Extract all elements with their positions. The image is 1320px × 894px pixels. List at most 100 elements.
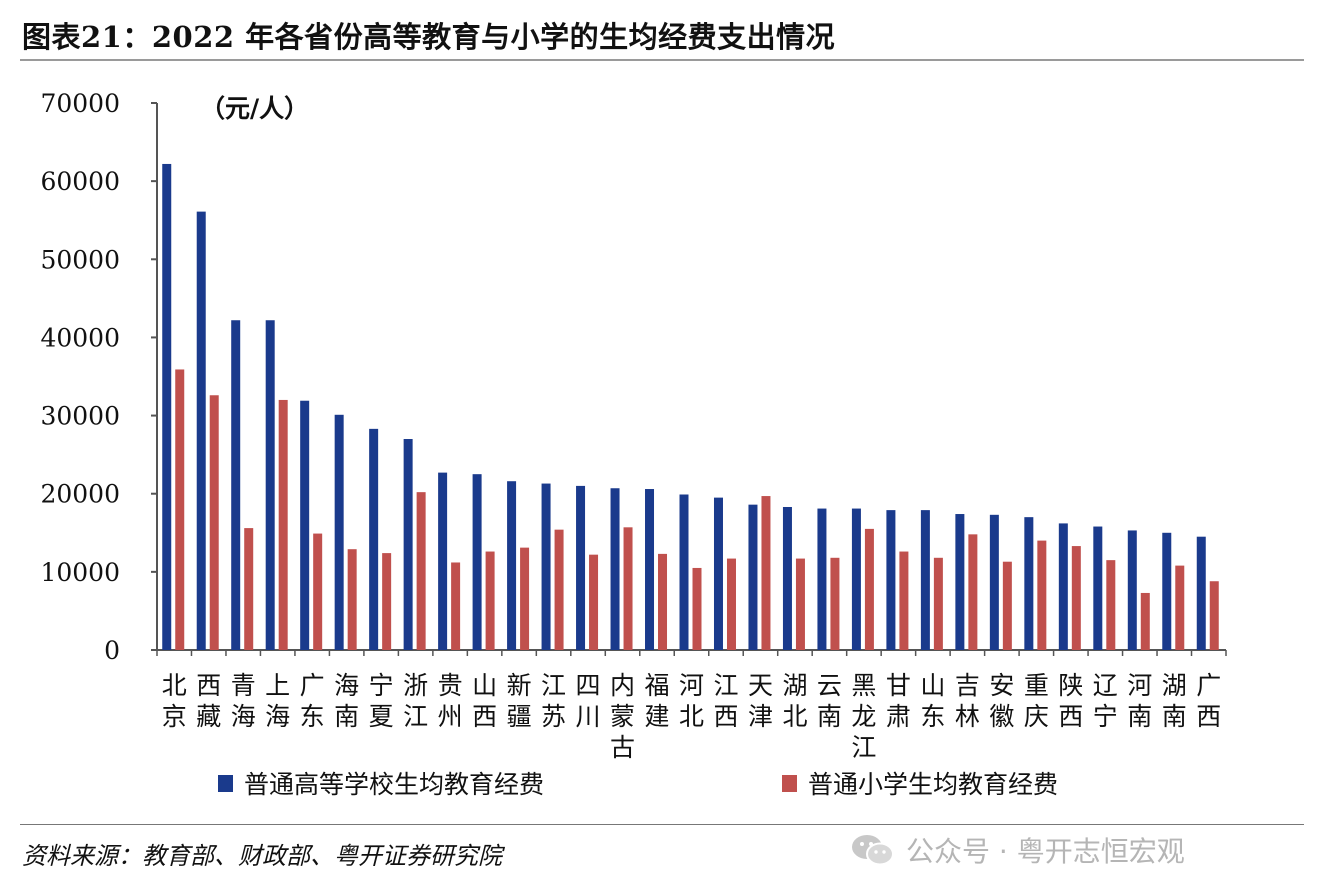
x-category-label: 山西: [472, 671, 497, 731]
bar-series1: [265, 320, 275, 650]
x-category-label: 海南: [334, 671, 359, 731]
source-note: 资料来源：教育部、财政部、粤开证券研究院: [22, 842, 502, 870]
x-category-label: 黑龙江: [851, 671, 876, 762]
bar-series2: [1106, 560, 1116, 650]
x-category-label: 上海: [265, 671, 290, 731]
bar-series1: [920, 510, 930, 650]
bar-series2: [830, 557, 840, 650]
x-category-label: 内蒙古: [610, 671, 635, 762]
y-tick-label: 70000: [40, 89, 120, 118]
bar-series1: [403, 439, 413, 650]
bar-series2: [1037, 540, 1047, 650]
bar-series1: [507, 481, 517, 650]
bar-series2: [209, 395, 219, 650]
x-category-label: 江西: [713, 671, 738, 731]
bar-series2: [278, 399, 288, 650]
bar-series2: [761, 496, 771, 650]
bar-series2: [382, 553, 392, 650]
x-category-label: 重庆: [1024, 671, 1049, 731]
bar-series2: [347, 549, 357, 650]
bar-series2: [795, 558, 805, 650]
x-category-label: 云南: [817, 671, 842, 731]
x-category-label: 贵州: [438, 671, 463, 731]
bar-series1: [1127, 530, 1137, 650]
x-category-label: 北京: [162, 671, 187, 731]
bar-series1: [748, 504, 758, 650]
bar-series2: [175, 369, 185, 650]
bar-series1: [1058, 523, 1068, 650]
bar-series1: [300, 400, 310, 650]
y-tick-label: 20000: [40, 480, 120, 509]
bar-series2: [1175, 565, 1185, 650]
bar-series1: [369, 428, 379, 650]
bar-series1: [196, 211, 206, 650]
x-category-label: 青海: [231, 671, 256, 731]
bar-series2: [1002, 561, 1012, 650]
legend-swatch-series2: [782, 775, 797, 792]
x-category-label: 江苏: [541, 671, 566, 731]
bar-series1: [851, 508, 861, 650]
bar-series2: [313, 533, 323, 650]
bar-series1: [472, 474, 482, 650]
bar-series2: [899, 551, 909, 650]
bar-series2: [485, 551, 495, 650]
bar-series1: [645, 489, 655, 650]
bar-series2: [658, 553, 668, 650]
y-tick-label: 50000: [40, 245, 120, 274]
bar-series1: [162, 163, 172, 651]
bar-series1: [1196, 536, 1206, 650]
footer-rule: [20, 824, 1304, 825]
legend-swatch-series1: [218, 775, 233, 792]
bar-series2: [589, 554, 599, 650]
x-category-label: 吉林: [955, 671, 980, 731]
bar-series1: [679, 494, 689, 650]
bar-series1: [541, 483, 551, 650]
bar-series1: [576, 485, 586, 650]
bar-series2: [1140, 592, 1150, 650]
bar-series1: [610, 488, 620, 650]
bar-series1: [886, 510, 896, 650]
x-category-label: 辽宁: [1093, 671, 1118, 731]
y-tick-label: 30000: [40, 402, 120, 431]
bar-series1: [955, 514, 965, 650]
bar-series2: [416, 492, 426, 650]
x-category-label: 四川: [576, 671, 601, 731]
bar-series2: [692, 567, 702, 650]
y-tick-label: 10000: [40, 558, 120, 587]
bar-series2: [1209, 581, 1219, 650]
legend-label-series2: 普通小学生均教育经费: [808, 770, 1058, 799]
x-category-label: 安徽: [989, 671, 1014, 731]
x-category-label: 浙江: [403, 671, 428, 731]
bar-series1: [1024, 517, 1034, 650]
x-category-label: 新疆: [507, 671, 532, 731]
bar-series1: [438, 472, 448, 650]
x-category-label: 湖北: [782, 671, 807, 731]
bar-series1: [713, 497, 723, 650]
y-tick-label: 60000: [40, 167, 120, 196]
bar-series1: [1093, 526, 1103, 650]
x-category-label: 河北: [679, 671, 704, 731]
x-category-label: 宁夏: [369, 671, 394, 731]
bar-series2: [244, 528, 254, 650]
bar-series1: [1162, 532, 1172, 650]
legend-label-series1: 普通高等学校生均教育经费: [244, 770, 544, 799]
bar-series2: [864, 528, 874, 650]
bar-series2: [520, 547, 530, 650]
bar-series1: [817, 508, 827, 650]
bar-series2: [451, 562, 461, 650]
x-category-label: 陕西: [1058, 671, 1083, 731]
bar-series2: [726, 558, 736, 650]
bar-series1: [782, 506, 792, 650]
y-tick-label: 40000: [40, 323, 120, 352]
bar-series1: [231, 320, 241, 650]
bar-series2: [554, 529, 564, 650]
x-category-label: 甘肃: [886, 671, 911, 731]
bar-series2: [623, 527, 633, 650]
wechat-icon: [850, 832, 896, 868]
x-category-label: 西藏: [196, 671, 221, 731]
x-category-label: 山东: [920, 671, 945, 731]
y-tick-label: 0: [104, 636, 120, 665]
x-category-label: 天津: [748, 671, 773, 731]
figure-title: 图表21：2022 年各省份高等教育与小学的生均经费支出情况: [22, 20, 836, 54]
